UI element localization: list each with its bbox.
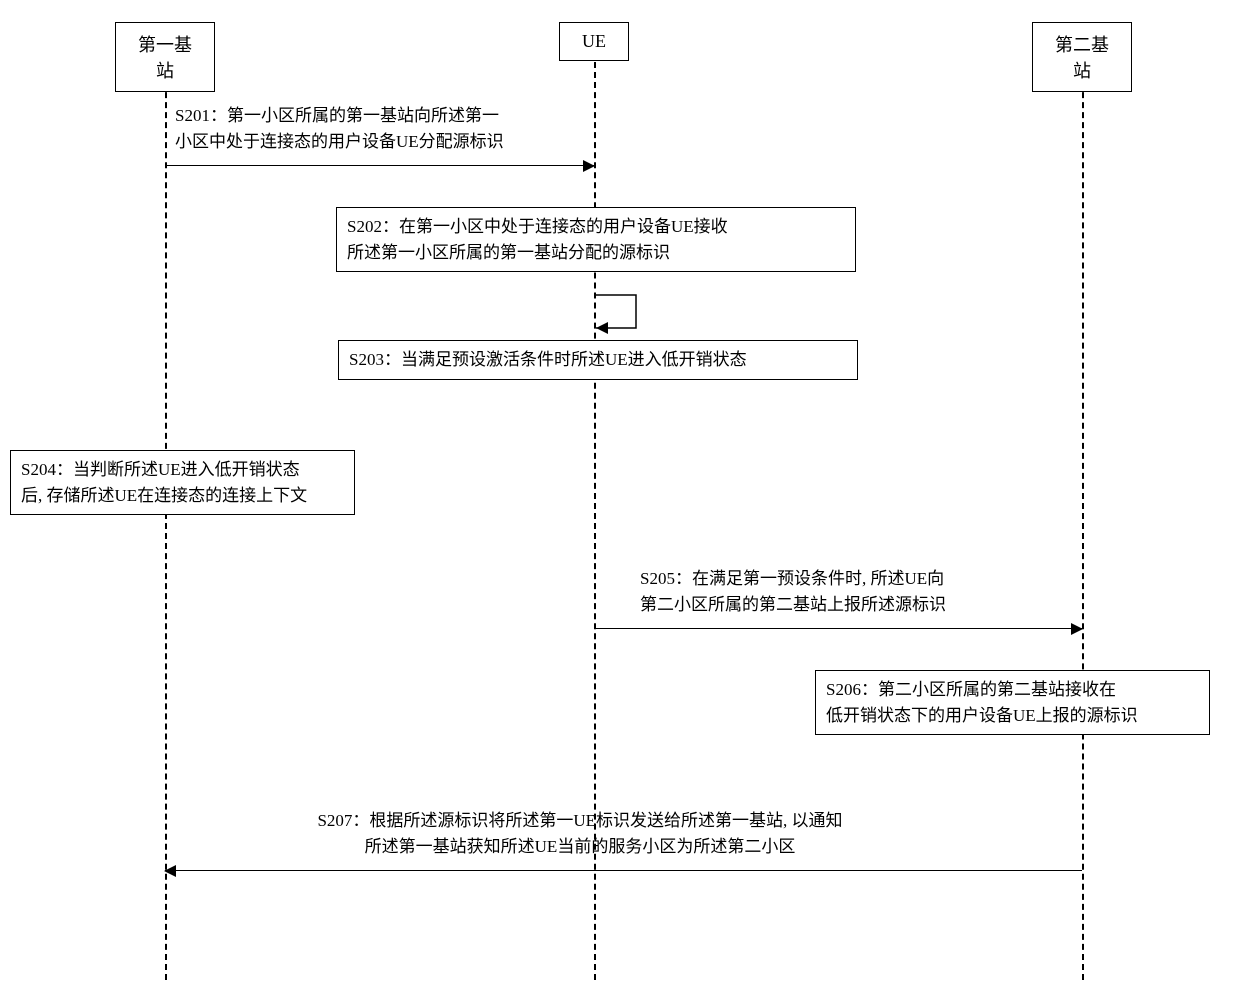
message-arrow-7 xyxy=(165,870,1082,871)
lifeline-p3 xyxy=(1082,62,1084,980)
message-label-5: S205：在满足第一预设条件时, 所述UE向第二小区所属的第二基站上报所述源标识 xyxy=(640,566,1060,617)
lifeline-p1 xyxy=(165,62,167,980)
participant-p2: UE xyxy=(559,22,629,61)
message-arrow-0 xyxy=(165,165,594,166)
action-box-4: S204：当判断所述UE进入低开销状态后, 存储所述UE在连接态的连接上下文 xyxy=(10,450,355,515)
action-box-1: S202：在第一小区中处于连接态的用户设备UE接收所述第一小区所属的第一基站分配… xyxy=(336,207,856,272)
action-box-6: S206：第二小区所属的第二基站接收在低开销状态下的用户设备UE上报的源标识 xyxy=(815,670,1210,735)
message-label-0: S201：第一小区所属的第一基站向所述第一小区中处于连接态的用户设备UE分配源标… xyxy=(175,103,585,154)
self-loop-2 xyxy=(594,293,650,345)
participant-p1: 第一基站 xyxy=(115,22,215,92)
action-box-3: S203：当满足预设激活条件时所述UE进入低开销状态 xyxy=(338,340,858,380)
participant-p3: 第二基站 xyxy=(1032,22,1132,92)
message-label-7: S207：根据所述源标识将所述第一UE标识发送给所述第一基站, 以通知所述第一基… xyxy=(220,808,940,859)
message-arrow-5 xyxy=(594,628,1082,629)
